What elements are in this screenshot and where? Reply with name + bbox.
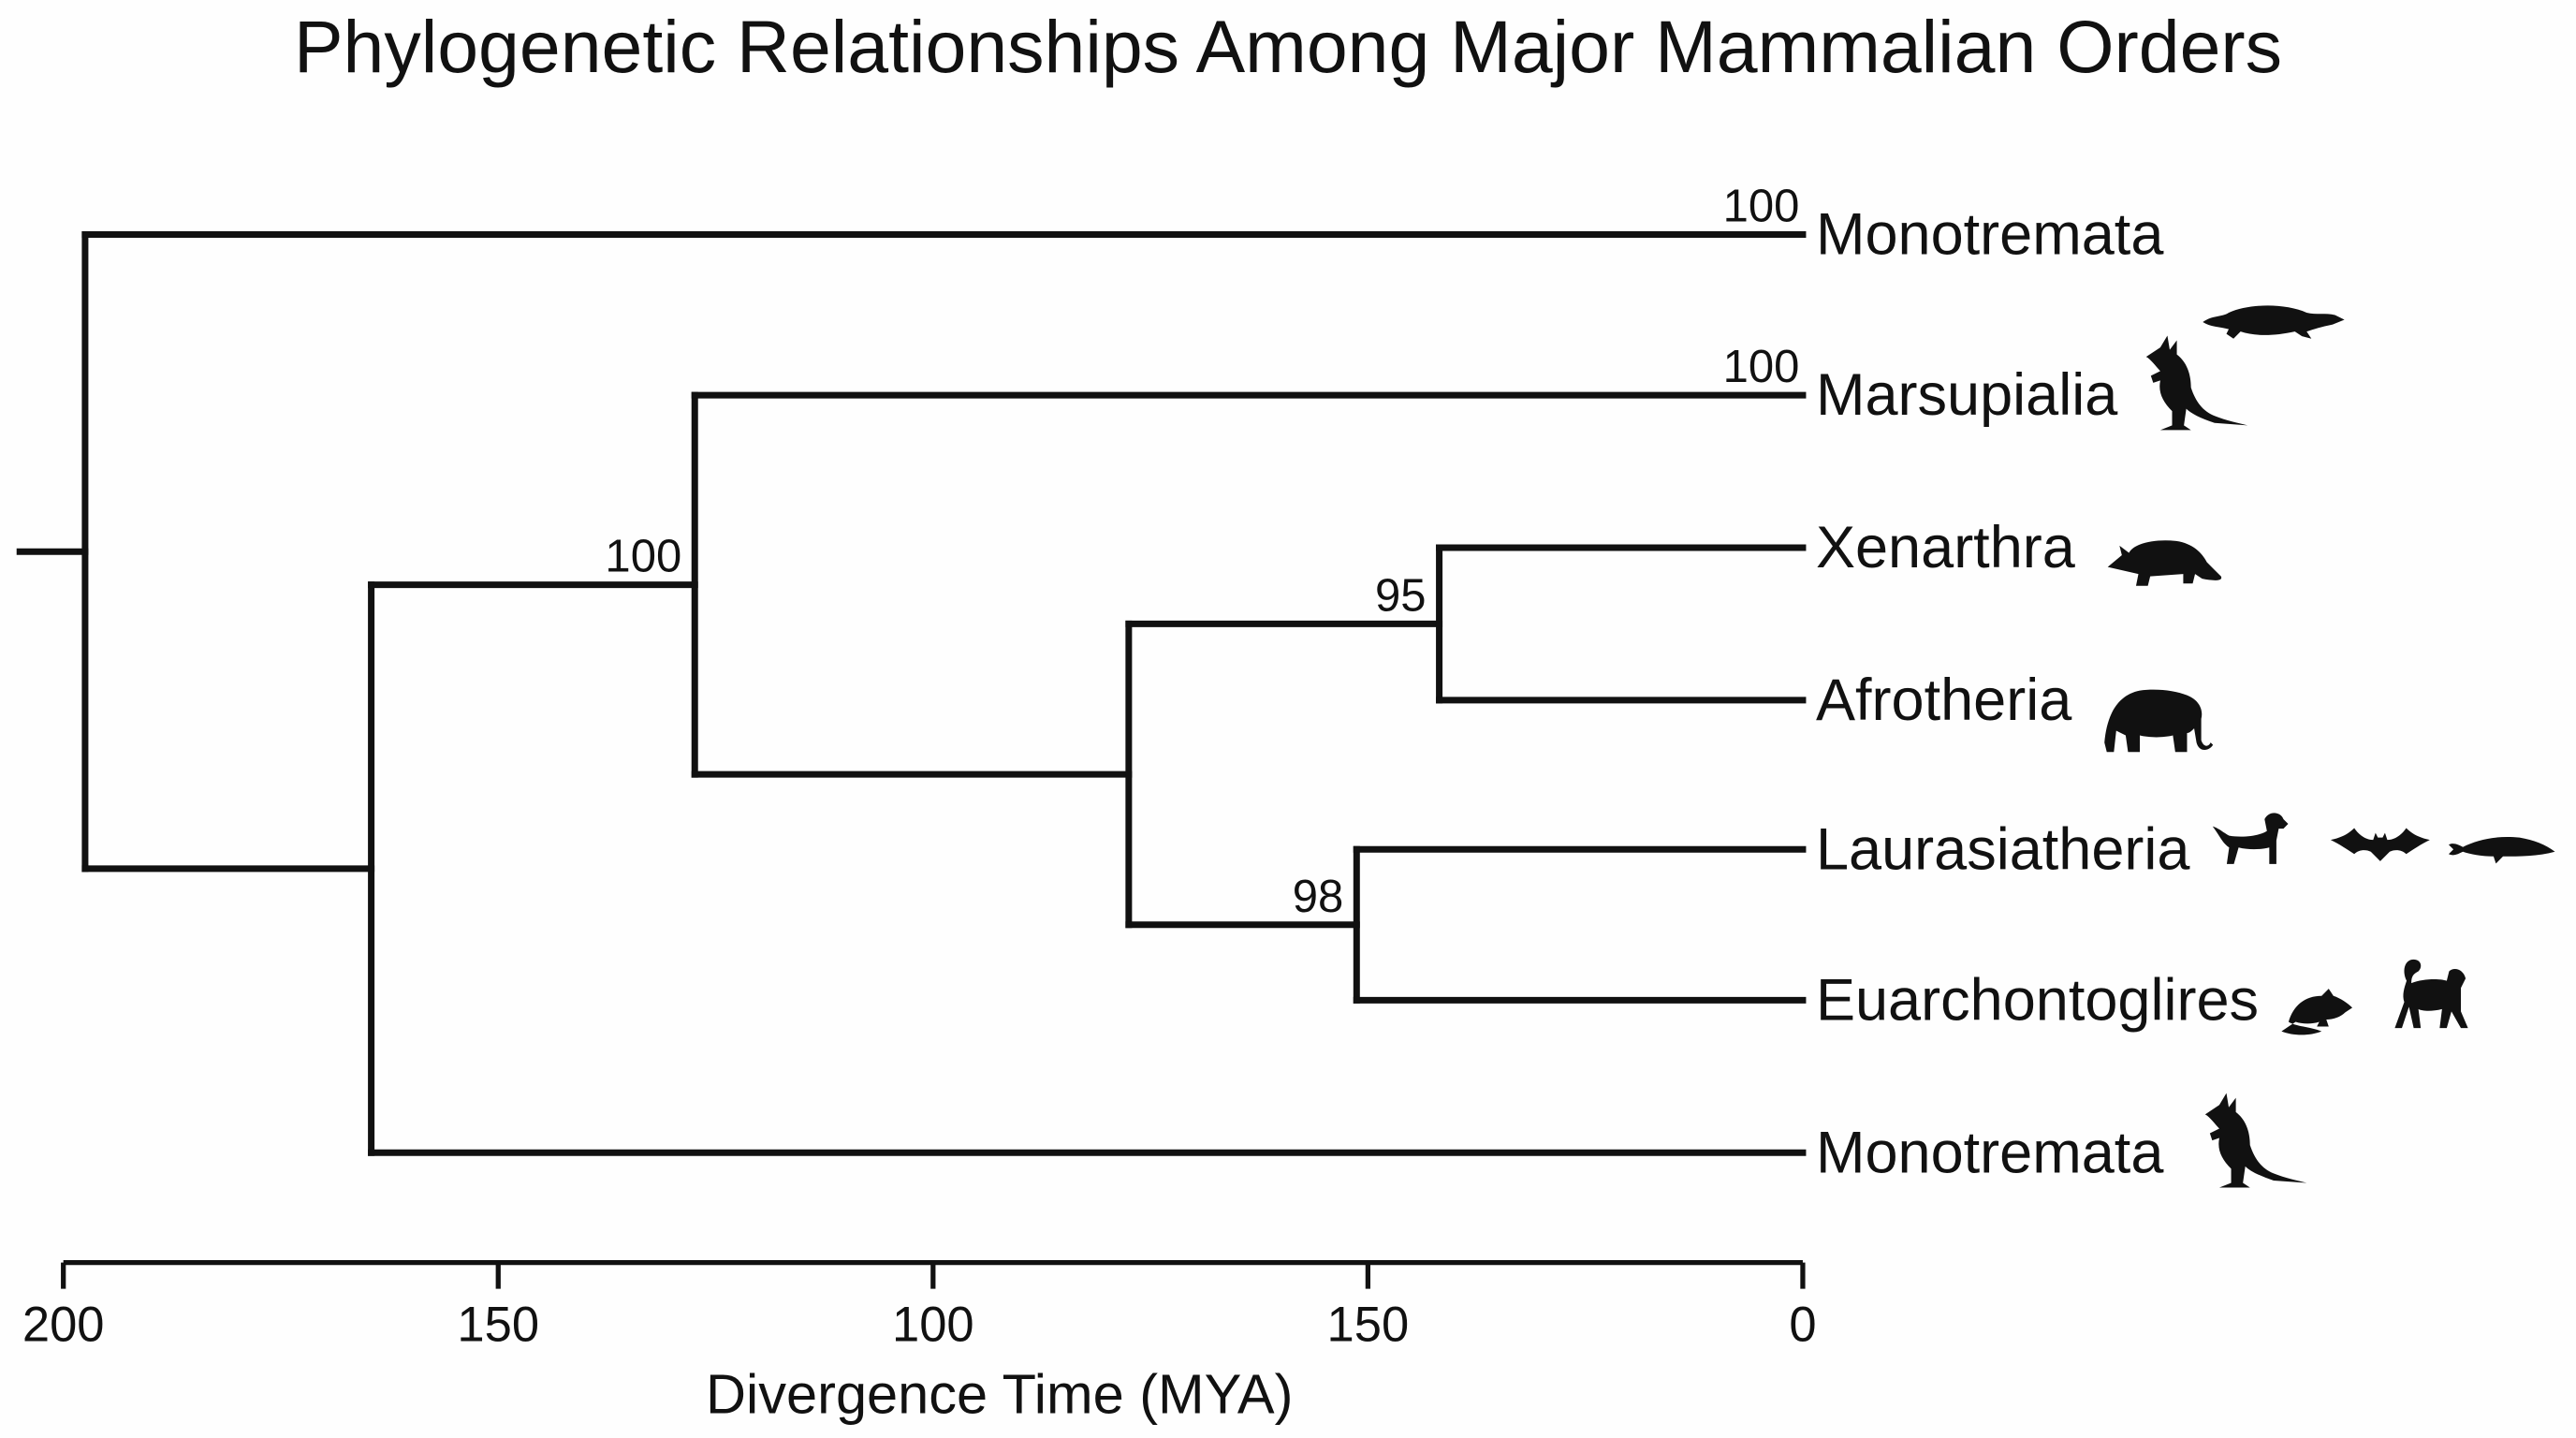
x-tick-label: 200: [22, 1298, 105, 1353]
leaf-label: Marsupialia: [1816, 362, 2118, 428]
support-value: 100: [605, 532, 681, 582]
leaf-label: Laurasiatheria: [1816, 816, 2190, 882]
branches: [16, 230, 1807, 1156]
leaf-support-value: 100: [1723, 181, 1800, 231]
leaf-labels: 100 95 98 Monotremata 100 Marsupialia 100 Xenar…: [605, 181, 2555, 1188]
dog-icon: [2212, 813, 2289, 864]
leaf-label: Euarchontoglires: [1816, 967, 2259, 1033]
mouse-icon: [2281, 989, 2353, 1035]
leaf-label: Xenarthra: [1816, 515, 2076, 580]
leaf-support-value: 100: [1723, 342, 1800, 392]
x-axis-label: Divergence Time (MYA): [706, 1363, 1293, 1426]
support-value: 98: [1293, 872, 1344, 922]
bat-icon: [2330, 828, 2430, 861]
x-tick-label: 150: [1327, 1298, 1410, 1353]
chart-title: Phylogenetic Relationships Among Major M…: [294, 6, 2282, 88]
elephant-icon: [2104, 689, 2214, 753]
platypus-icon: [2203, 305, 2345, 339]
kangaroo-icon: [2145, 335, 2248, 431]
kangaroo-icon: [2204, 1093, 2307, 1188]
leaf-label: Monotremata: [1816, 201, 2164, 267]
x-tick-label: 100: [892, 1298, 974, 1353]
x-tick-label: 0: [1789, 1298, 1816, 1353]
leaf-label: Afrotheria: [1816, 668, 2072, 733]
armadillo-icon: [2107, 540, 2222, 586]
leaf-label: Monotremata: [1816, 1120, 2164, 1185]
x-tick-label: 150: [457, 1298, 539, 1353]
monkey-icon: [2394, 959, 2468, 1029]
support-value: 95: [1375, 570, 1427, 621]
whale-icon: [2449, 836, 2555, 864]
x-axis: 200 150 100 150 0: [22, 1259, 1817, 1353]
